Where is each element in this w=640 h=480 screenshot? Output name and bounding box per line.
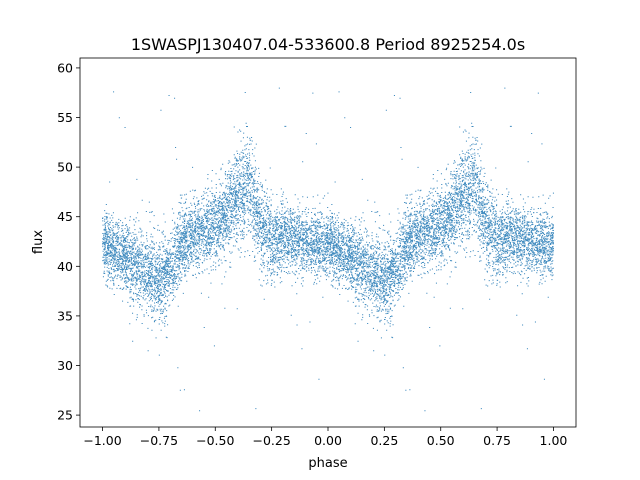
x-tick-label: 0.75: [483, 433, 511, 448]
y-axis-label: flux: [31, 230, 46, 254]
y-tick-label: 35: [57, 308, 73, 323]
x-tick-label: 0.50: [427, 433, 455, 448]
y-tick-label: 55: [57, 110, 73, 125]
x-tick-label: −1.00: [83, 433, 121, 448]
y-axis-ticks: 25 30 35 40 45 50 55 60: [57, 60, 80, 423]
y-tick-label: 50: [57, 160, 73, 175]
y-tick-label: 60: [57, 60, 73, 75]
data-points: [102, 87, 554, 412]
y-tick-label: 40: [57, 259, 73, 274]
y-tick-label: 45: [57, 209, 73, 224]
plot-area: [79, 57, 577, 428]
x-tick-label: −0.75: [140, 433, 178, 448]
y-tick-label: 30: [57, 358, 73, 373]
x-axis-label: phase: [308, 456, 347, 471]
x-tick-label: −0.50: [196, 433, 234, 448]
chart-title: 1SWASPJ130407.04-533600.8 Period 8925254…: [131, 35, 525, 54]
x-tick-label: 0.00: [314, 433, 342, 448]
x-tick-label: 1.00: [540, 433, 568, 448]
x-axis-ticks: −1.00 −0.75 −0.50 −0.25 0.00 0.25 0.50 0.75 1.00: [83, 427, 567, 448]
x-tick-label: −0.25: [252, 433, 290, 448]
x-tick-label: 0.25: [370, 433, 398, 448]
scatter-points: [102, 87, 554, 412]
y-tick-label: 25: [57, 408, 73, 423]
